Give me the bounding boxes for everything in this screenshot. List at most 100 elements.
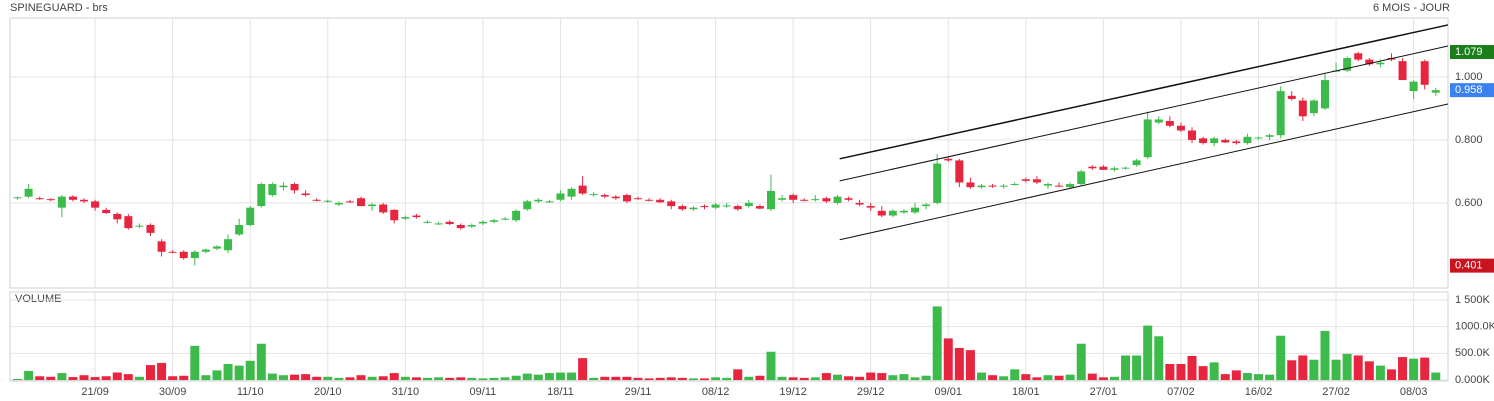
candle-body — [645, 199, 654, 201]
candle-body — [567, 188, 576, 197]
candle-body — [744, 202, 753, 207]
volume-bar — [589, 377, 599, 380]
volume-bar — [478, 378, 488, 380]
y-tick-label: 1000.0K — [1455, 321, 1494, 333]
volume-bar — [201, 375, 211, 380]
candle-body — [733, 206, 742, 210]
candle-body — [634, 198, 643, 200]
volume-bar — [655, 377, 665, 380]
candle-body — [622, 195, 631, 202]
volume-bar — [1420, 357, 1430, 380]
candle-body — [589, 194, 598, 196]
volume-bar — [832, 374, 842, 380]
candle-body — [778, 198, 787, 200]
candle-body — [766, 190, 775, 210]
volume-bar — [389, 373, 399, 380]
volume-bar — [1154, 336, 1164, 380]
volume-bar — [1132, 355, 1142, 380]
volume-bar — [24, 370, 34, 380]
volume-bar — [1054, 375, 1064, 380]
x-tick-label: 27/01 — [1090, 386, 1118, 398]
candle-body — [1165, 121, 1174, 126]
volume-bar — [544, 373, 554, 380]
volume-bar — [1342, 353, 1352, 380]
volume-bar — [977, 372, 986, 380]
grid — [10, 18, 1448, 381]
volume-bar — [434, 377, 444, 380]
candle-body — [755, 206, 764, 209]
volume-bar — [910, 377, 920, 380]
volume-bar — [1364, 361, 1374, 380]
x-tick-label: 20/10 — [314, 386, 342, 398]
candle-body — [922, 204, 931, 207]
candle-body — [489, 220, 498, 222]
candle-body — [501, 218, 510, 220]
candle-body — [257, 184, 266, 207]
candle-body — [179, 251, 188, 259]
volume-bar — [821, 373, 831, 380]
candle-body — [1021, 179, 1030, 181]
volume-bar — [245, 360, 255, 380]
volume-bar — [212, 370, 222, 380]
candle-body — [467, 224, 476, 227]
candle-body — [246, 207, 255, 225]
volume-bar — [234, 365, 244, 380]
volume-bar — [844, 376, 854, 380]
volume-bar — [788, 377, 798, 380]
volume-bar — [1220, 374, 1230, 380]
candle-body — [678, 206, 687, 210]
x-tick-label: 21/09 — [81, 386, 109, 398]
price-marker — [1450, 83, 1494, 98]
volume-bar — [290, 374, 300, 380]
candle-body — [190, 251, 199, 259]
candle-body — [1066, 184, 1075, 188]
volume-bar — [1386, 369, 1396, 380]
volume-bar — [600, 376, 610, 380]
candle-body — [855, 202, 864, 205]
candle-body — [80, 199, 89, 202]
candle-body — [312, 199, 321, 201]
candle-body — [1032, 179, 1041, 183]
candle-body — [1420, 61, 1429, 85]
volume-bar — [1353, 355, 1363, 380]
volume-bar — [1098, 377, 1108, 380]
candle-body — [434, 223, 443, 225]
candle-body — [656, 199, 665, 203]
volume-bar — [57, 373, 67, 380]
candle-body — [412, 215, 421, 218]
candle-body — [46, 199, 55, 201]
candle-body — [1431, 90, 1440, 93]
volume-bar — [1076, 343, 1086, 380]
volume-bar — [467, 377, 477, 380]
candle-body — [545, 201, 554, 203]
candle-body — [146, 224, 155, 233]
candle-body — [345, 201, 354, 203]
candle-body — [578, 185, 587, 194]
x-tick-label: 18/11 — [547, 386, 574, 398]
volume-bar — [555, 372, 565, 380]
volume-bar — [511, 375, 521, 380]
candle-body — [1110, 168, 1119, 170]
volume-bar — [345, 377, 355, 380]
x-tick-label: 31/10 — [392, 386, 420, 398]
volume-bar — [411, 377, 421, 380]
candle-body — [368, 204, 377, 207]
candle-body — [1320, 80, 1329, 109]
y-tick-label: 1.000 — [1455, 71, 1483, 83]
candle-body — [523, 201, 532, 210]
y-tick-label: 0.600 — [1455, 197, 1483, 209]
candle-body — [611, 196, 620, 199]
chart-title: SPINEGUARD - brs — [10, 2, 108, 14]
volume-bar — [334, 377, 344, 380]
candle-body — [711, 204, 720, 208]
candle-body — [911, 207, 920, 213]
volume-bar — [722, 377, 732, 380]
candle-body — [534, 199, 543, 202]
candle-body — [1243, 136, 1252, 144]
volume-bar — [1320, 330, 1330, 380]
trendline — [839, 103, 1449, 241]
volume-bar — [134, 376, 144, 380]
volume-bar — [755, 375, 765, 380]
x-tick-label: 08/03 — [1400, 386, 1428, 398]
volume-title: VOLUME — [15, 293, 61, 305]
